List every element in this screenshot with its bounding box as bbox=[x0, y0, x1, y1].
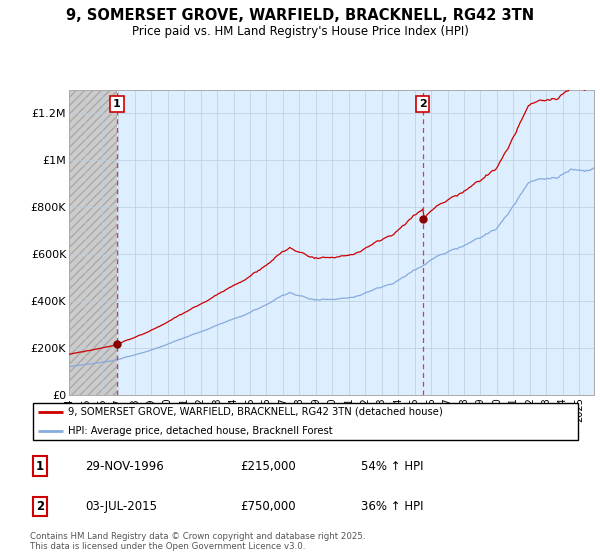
Text: Price paid vs. HM Land Registry's House Price Index (HPI): Price paid vs. HM Land Registry's House … bbox=[131, 25, 469, 38]
Text: 1: 1 bbox=[36, 460, 44, 473]
Text: 29-NOV-1996: 29-NOV-1996 bbox=[85, 460, 164, 473]
Text: 1: 1 bbox=[113, 99, 121, 109]
Text: £215,000: £215,000 bbox=[240, 460, 296, 473]
FancyBboxPatch shape bbox=[33, 403, 578, 440]
Text: 03-JUL-2015: 03-JUL-2015 bbox=[85, 500, 157, 513]
Text: 36% ↑ HPI: 36% ↑ HPI bbox=[361, 500, 424, 513]
Text: 2: 2 bbox=[36, 500, 44, 513]
Bar bbox=[69, 90, 117, 395]
Text: £750,000: £750,000 bbox=[240, 500, 295, 513]
Text: 9, SOMERSET GROVE, WARFIELD, BRACKNELL, RG42 3TN (detached house): 9, SOMERSET GROVE, WARFIELD, BRACKNELL, … bbox=[68, 407, 442, 417]
Text: 9, SOMERSET GROVE, WARFIELD, BRACKNELL, RG42 3TN: 9, SOMERSET GROVE, WARFIELD, BRACKNELL, … bbox=[66, 8, 534, 24]
Text: Contains HM Land Registry data © Crown copyright and database right 2025.
This d: Contains HM Land Registry data © Crown c… bbox=[30, 532, 365, 552]
Text: 2: 2 bbox=[419, 99, 427, 109]
Text: 54% ↑ HPI: 54% ↑ HPI bbox=[361, 460, 424, 473]
Text: HPI: Average price, detached house, Bracknell Forest: HPI: Average price, detached house, Brac… bbox=[68, 426, 332, 436]
